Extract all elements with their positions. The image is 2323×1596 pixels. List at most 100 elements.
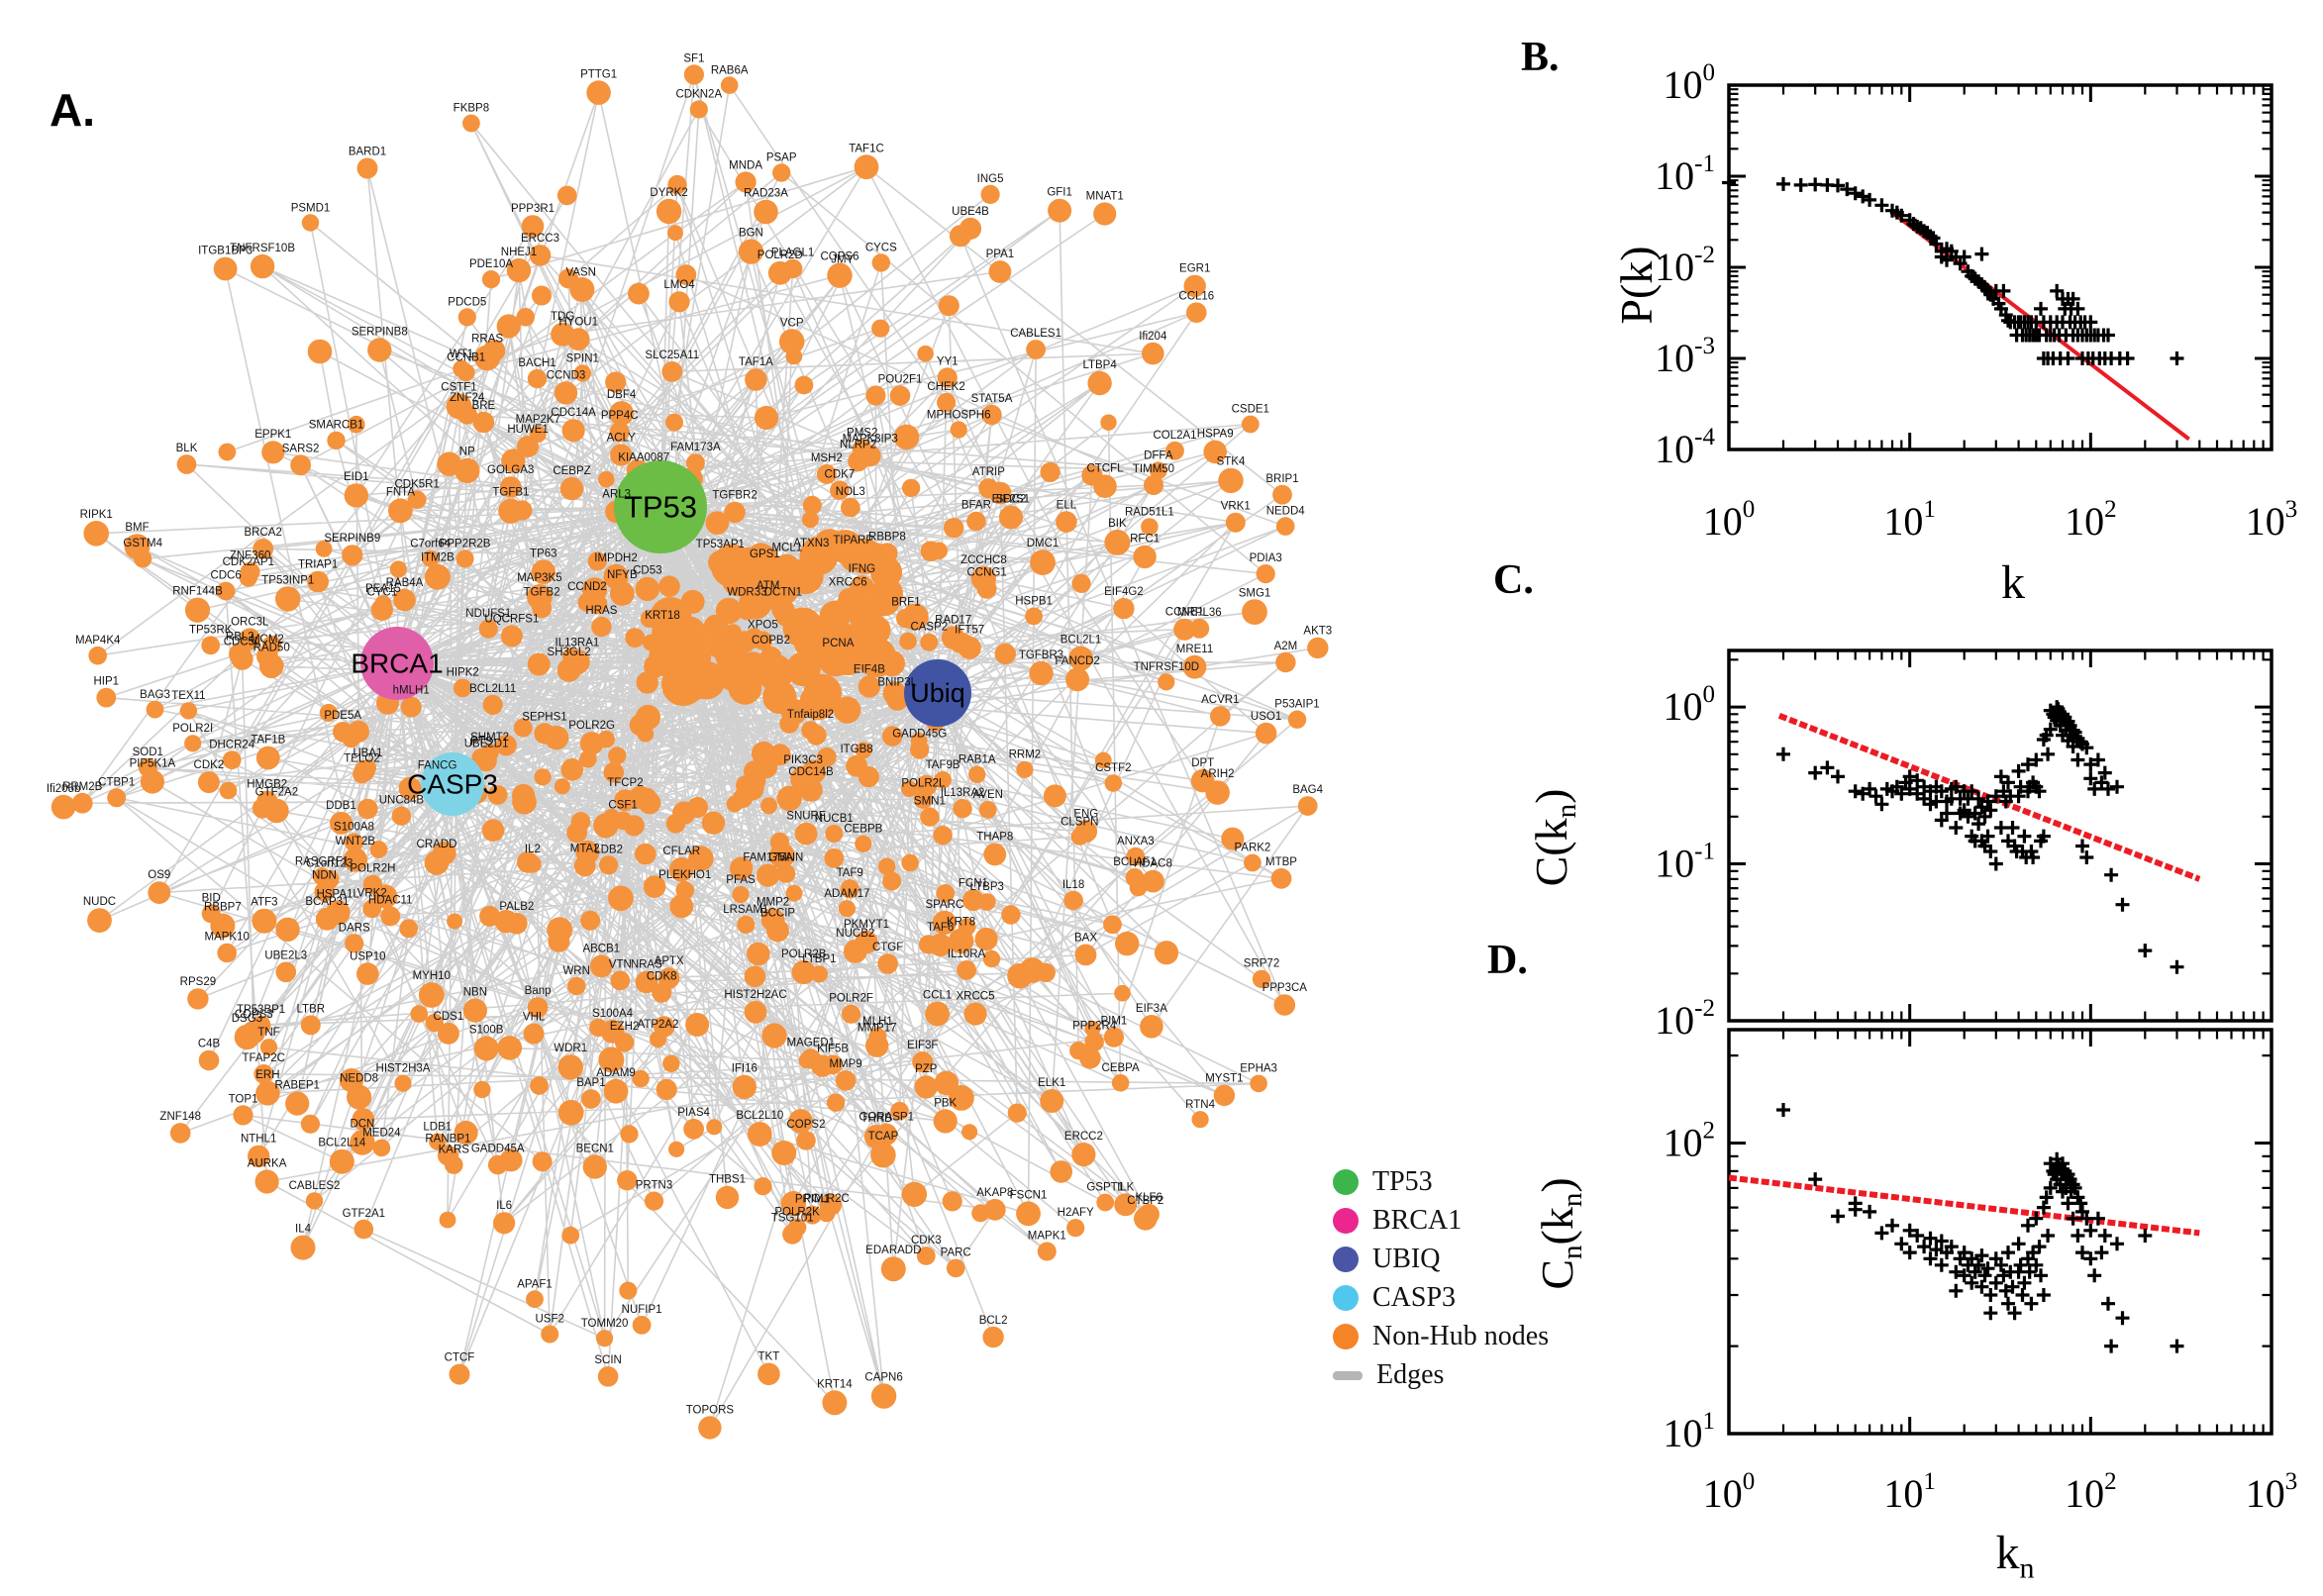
network-node	[561, 419, 585, 443]
network-node-label: FNTA	[386, 486, 416, 498]
network-node-label: BAX	[1074, 933, 1097, 945]
network-node	[779, 714, 799, 734]
network-node	[305, 1192, 324, 1210]
network-node	[571, 278, 591, 298]
network-node	[1026, 340, 1046, 359]
network-node	[1297, 796, 1318, 816]
network-node-label: PBK	[934, 1097, 957, 1109]
network-node	[950, 421, 967, 439]
network-node-label: ITGB8	[840, 744, 872, 755]
network-node-label: BID	[202, 892, 221, 904]
network-node	[933, 1109, 958, 1134]
network-node	[497, 1036, 523, 1060]
network-node-label: UBE4B	[952, 206, 989, 218]
network-node	[1115, 931, 1140, 956]
network-node-label: GTF2A1	[343, 1208, 385, 1220]
network-node	[586, 80, 611, 105]
network-node	[854, 154, 879, 180]
network-node	[496, 314, 521, 339]
network-node-label: LDB2	[594, 844, 623, 855]
network-node	[560, 758, 584, 781]
network-node-label: HIPK2	[447, 667, 479, 679]
network-node	[1093, 202, 1117, 226]
network-node-label: DPT	[1191, 757, 1214, 769]
network-node	[1158, 673, 1175, 691]
network-node	[529, 426, 547, 443]
network-node	[1186, 302, 1207, 324]
network-node-label: LTBR	[297, 1003, 326, 1015]
network-node-label: TAF1B	[251, 735, 285, 747]
network-node-label: SHMT2	[470, 732, 509, 744]
network-node	[882, 871, 902, 891]
network-node	[71, 792, 93, 814]
network-node-label: NEDD4	[1266, 505, 1306, 517]
network-node	[632, 1069, 650, 1088]
network-node	[794, 822, 818, 846]
network-node-label: MAP4K4	[75, 635, 121, 647]
network-node	[920, 807, 940, 827]
network-node	[400, 696, 422, 718]
network-node	[380, 906, 401, 927]
network-node	[605, 371, 627, 393]
network-node-label: TAF1A	[739, 356, 773, 368]
network-node-label: HIST2H2AC	[724, 989, 786, 1001]
network-node-label: CDS1	[434, 1011, 464, 1023]
network-node-label: HIST2H3A	[376, 1063, 431, 1075]
network-node	[933, 826, 953, 846]
network-node	[785, 884, 803, 902]
network-node	[670, 650, 693, 673]
network-node-label: RNF144B	[172, 586, 223, 598]
network-node-label: MPHOSPH6	[927, 410, 991, 422]
network-node	[734, 631, 757, 653]
network-node	[1250, 1074, 1267, 1093]
network-node	[596, 1330, 614, 1347]
network-node-label: CSDE1	[1232, 404, 1269, 416]
network-node	[425, 1013, 444, 1033]
network-node-label: EIF3A	[1136, 1003, 1167, 1015]
network-node	[959, 217, 982, 240]
network-node-label: CCND3	[547, 369, 586, 381]
node-swatch-icon	[1333, 1208, 1359, 1234]
network-node	[1189, 618, 1210, 639]
network-node-label: BCAP31	[305, 896, 349, 908]
network-node	[608, 885, 634, 912]
network-node	[447, 913, 463, 930]
network-node-label: SMARCB1	[309, 420, 364, 432]
network-node-label: TP53INP1	[261, 574, 314, 586]
network-node	[668, 291, 690, 313]
network-node-label: NRAS	[631, 959, 662, 971]
network-node	[541, 1325, 559, 1344]
network-node	[760, 908, 785, 932]
network-node-label: NDN	[312, 870, 337, 882]
network-node-label: TCAP	[868, 1131, 899, 1143]
network-node	[513, 718, 533, 738]
legend-label: TP53	[1372, 1166, 1433, 1197]
network-node-label: EIF3F	[907, 1040, 938, 1051]
network-node	[1275, 517, 1295, 536]
network-node	[842, 1004, 861, 1024]
legend-item-non-hub-nodes: Non-Hub nodes	[1333, 1321, 1570, 1352]
network-node	[290, 454, 311, 476]
network-node	[319, 703, 338, 723]
network-node	[1203, 440, 1227, 464]
network-node	[978, 478, 999, 499]
network-node-label: CDK7	[825, 468, 856, 480]
network-node	[1255, 722, 1277, 745]
network-node-label: EIF4G2	[1104, 586, 1144, 598]
network-node-label: PPP2R4	[1072, 1021, 1117, 1033]
network-node	[983, 843, 1007, 866]
network-node	[937, 367, 958, 388]
network-node	[557, 1099, 584, 1126]
network-node-label: COPS3	[235, 1009, 273, 1021]
network-node-label: NEDD8	[340, 1073, 378, 1085]
network-node	[635, 843, 656, 865]
network-node	[1256, 564, 1275, 584]
network-node	[453, 678, 472, 698]
network-node	[217, 943, 237, 963]
network-node-label: BIK	[1108, 518, 1127, 530]
network-node	[439, 1211, 456, 1229]
network-node-label: RANBP1	[425, 1133, 470, 1145]
network-node-label: ITM2B	[421, 552, 454, 564]
panel-b-label: B.	[1521, 35, 1560, 80]
network-node	[974, 927, 998, 951]
